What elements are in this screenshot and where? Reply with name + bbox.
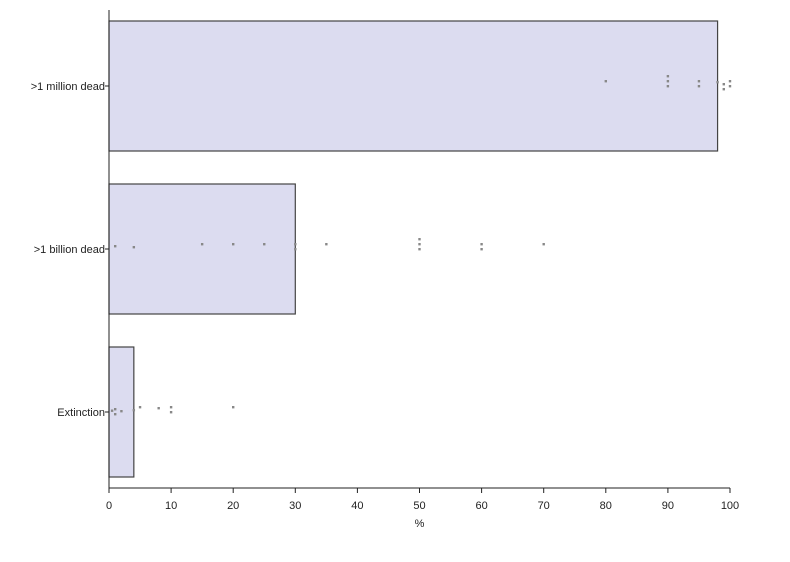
bars-layer bbox=[108, 20, 719, 478]
data-point bbox=[542, 243, 545, 246]
bar-0 bbox=[108, 20, 719, 152]
x-tick-label: 80 bbox=[600, 500, 612, 512]
data-point bbox=[232, 406, 235, 409]
data-point bbox=[120, 410, 123, 413]
y-categories-layer: >1 million dead >1 billion dead Extinction bbox=[31, 81, 109, 419]
data-point bbox=[728, 80, 732, 83]
data-point bbox=[138, 406, 142, 409]
x-axis-label: % bbox=[415, 518, 425, 530]
data-point bbox=[263, 243, 266, 246]
x-tick-label: 90 bbox=[662, 500, 674, 512]
category-label: Extinction bbox=[57, 407, 105, 419]
data-point bbox=[325, 243, 328, 246]
x-tick-label: 30 bbox=[289, 500, 301, 512]
data-point bbox=[232, 243, 235, 246]
category-label: >1 million dead bbox=[31, 81, 105, 93]
data-point bbox=[418, 243, 421, 246]
data-point bbox=[110, 409, 114, 412]
data-point bbox=[294, 248, 297, 251]
points-layer bbox=[110, 75, 732, 416]
data-point bbox=[418, 238, 421, 241]
data-point bbox=[418, 248, 421, 251]
data-point bbox=[666, 85, 670, 88]
data-point bbox=[722, 88, 725, 91]
data-point bbox=[200, 243, 204, 246]
x-tick-label: 0 bbox=[106, 500, 112, 512]
bar-1 bbox=[108, 183, 296, 315]
data-point bbox=[716, 81, 719, 84]
data-point bbox=[480, 248, 483, 251]
data-point bbox=[114, 408, 117, 411]
x-ticks-layer: 0 10 20 30 40 50 60 70 80 90 100 bbox=[106, 488, 739, 512]
x-tick-label: 20 bbox=[227, 500, 239, 512]
x-tick-label: 40 bbox=[351, 500, 363, 512]
data-point bbox=[294, 243, 297, 246]
category-label: >1 billion dead bbox=[34, 244, 105, 256]
data-point bbox=[114, 413, 117, 416]
x-tick-label: 60 bbox=[475, 500, 487, 512]
data-point bbox=[169, 406, 173, 409]
x-tick-label: 100 bbox=[721, 500, 739, 512]
x-tick-label: 70 bbox=[538, 500, 550, 512]
data-point bbox=[169, 411, 173, 414]
data-point bbox=[480, 243, 483, 246]
data-point bbox=[666, 75, 670, 78]
data-point bbox=[604, 80, 607, 83]
data-point bbox=[132, 409, 136, 412]
x-tick-label: 50 bbox=[413, 500, 425, 512]
data-point bbox=[157, 407, 160, 410]
data-point bbox=[697, 85, 701, 88]
data-point bbox=[114, 245, 117, 248]
data-point bbox=[722, 83, 725, 86]
data-point bbox=[697, 80, 701, 83]
data-point bbox=[132, 246, 136, 249]
data-point bbox=[666, 80, 670, 83]
data-point bbox=[728, 85, 732, 88]
x-tick-label: 10 bbox=[165, 500, 177, 512]
